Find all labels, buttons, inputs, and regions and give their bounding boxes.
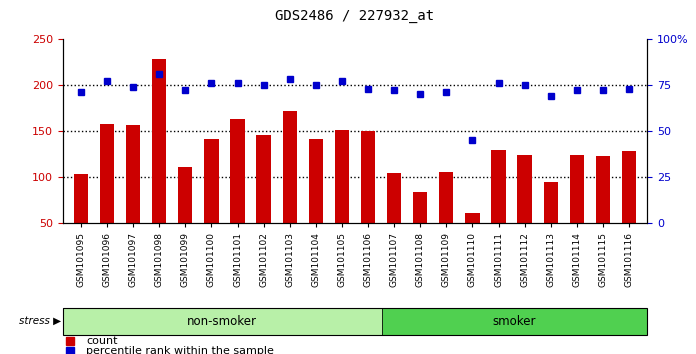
Bar <box>204 139 219 269</box>
Text: count: count <box>86 336 118 346</box>
Bar <box>256 135 271 269</box>
Bar <box>569 155 584 269</box>
Bar <box>439 172 454 269</box>
Bar <box>517 155 532 269</box>
Bar <box>178 167 193 269</box>
Bar <box>381 308 647 335</box>
Text: GDS2486 / 227932_at: GDS2486 / 227932_at <box>276 9 434 23</box>
Text: stress ▶: stress ▶ <box>19 316 61 326</box>
Bar <box>596 156 610 269</box>
Bar <box>465 213 480 269</box>
Text: smoker: smoker <box>493 315 536 328</box>
Bar <box>283 111 297 269</box>
Bar <box>126 125 141 269</box>
Bar <box>622 151 636 269</box>
Text: percentile rank within the sample: percentile rank within the sample <box>86 346 274 354</box>
Bar <box>361 131 375 269</box>
Bar <box>100 124 114 269</box>
Bar <box>230 119 245 269</box>
Bar <box>491 150 506 269</box>
Bar <box>74 174 88 269</box>
Bar <box>308 139 323 269</box>
Bar <box>335 130 349 269</box>
Bar <box>63 308 381 335</box>
Bar <box>152 59 166 269</box>
Bar <box>387 173 402 269</box>
Bar <box>413 192 427 269</box>
Text: non-smoker: non-smoker <box>187 315 257 328</box>
Bar <box>544 182 558 269</box>
